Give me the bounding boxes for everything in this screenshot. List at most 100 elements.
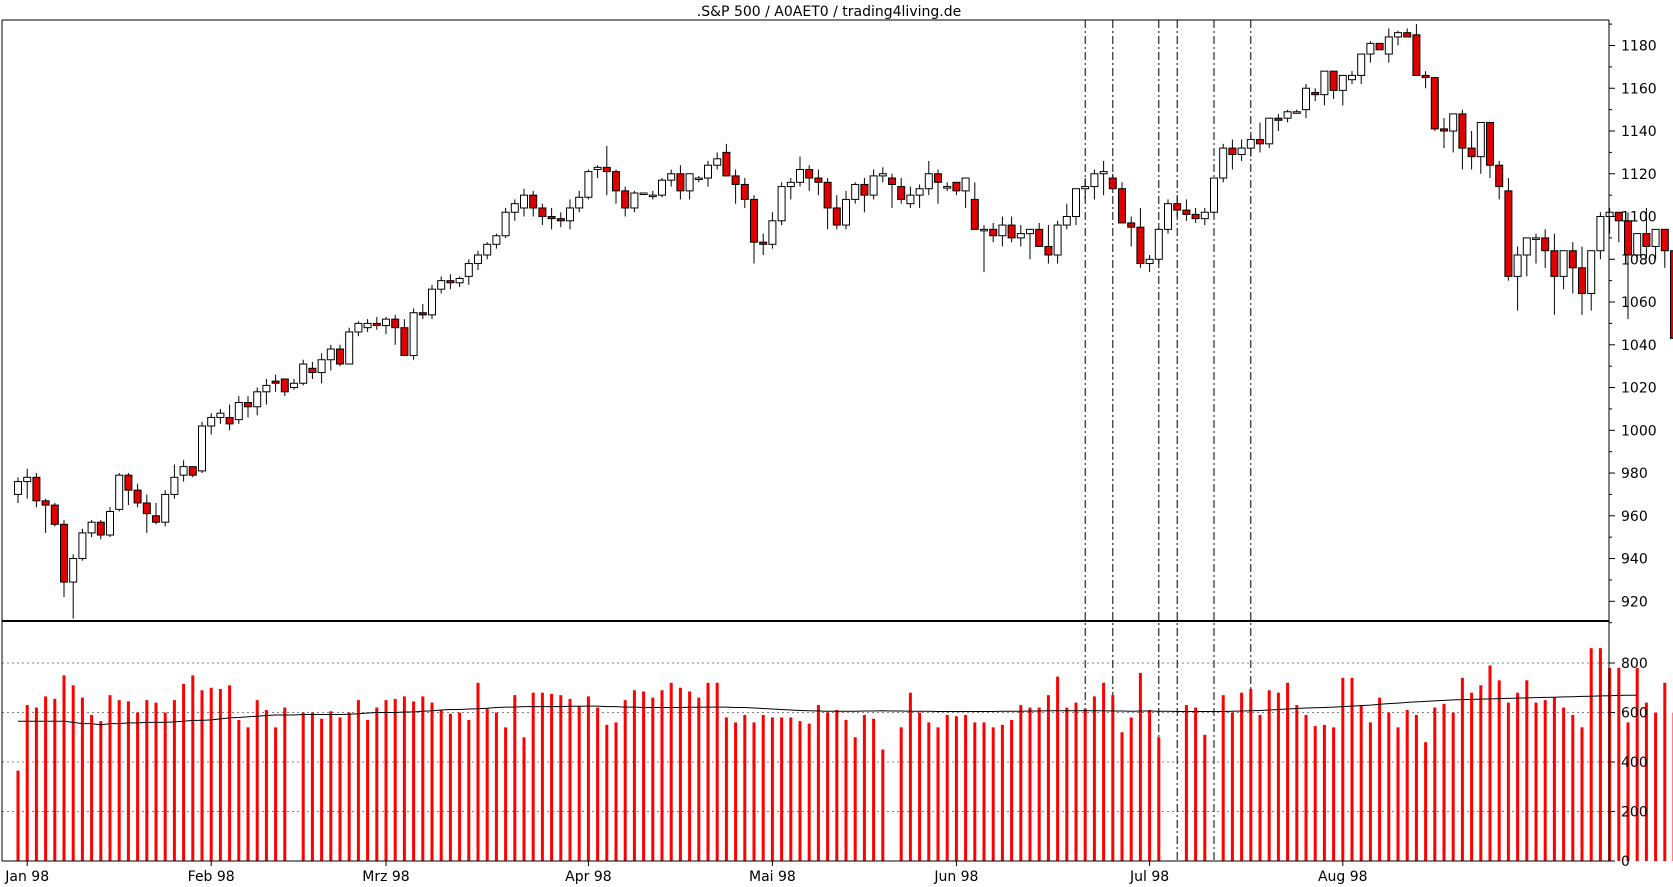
candle	[78, 528, 87, 561]
candle	[1412, 24, 1421, 76]
candle	[1449, 113, 1458, 153]
volume-axis-label: 200	[1621, 805, 1648, 821]
volume-bar	[494, 712, 498, 861]
volume-bar	[1341, 677, 1345, 861]
volume-average	[18, 694, 1638, 726]
volume-bar	[172, 700, 176, 861]
candle	[1642, 207, 1651, 260]
candle	[1219, 143, 1228, 183]
volume-bar	[356, 700, 360, 861]
volume-bar	[1010, 719, 1014, 861]
candle-body	[142, 502, 151, 515]
volume-bar	[393, 698, 397, 861]
candle-body	[1154, 228, 1163, 260]
candle	[658, 178, 666, 198]
candle-body	[1329, 70, 1338, 91]
volume-bar	[1102, 682, 1106, 861]
volume-bar	[80, 697, 84, 861]
grid-layer	[2, 662, 1609, 812]
volume-bar	[264, 710, 268, 861]
candle-body	[832, 207, 841, 226]
candle-body	[290, 382, 298, 389]
candle-body	[722, 151, 731, 177]
volume-bar	[540, 692, 544, 861]
candle-body	[271, 380, 280, 384]
candle-body	[152, 515, 160, 523]
candle	[777, 182, 786, 226]
candle-body	[1173, 203, 1182, 211]
volume-bar	[126, 701, 130, 861]
candle-body	[639, 192, 648, 196]
volume-bar	[1221, 695, 1225, 861]
candle-body	[474, 254, 482, 265]
candle	[1292, 109, 1301, 114]
candle-body	[501, 211, 510, 237]
candle	[69, 554, 78, 619]
price-axis-label: 1020	[1621, 381, 1657, 397]
candle	[437, 276, 446, 294]
volume-bar	[862, 714, 866, 861]
candle	[271, 374, 280, 392]
volume-bar	[366, 719, 370, 861]
candle	[1384, 28, 1393, 63]
volume-bar	[1083, 708, 1087, 861]
volume-bar	[1074, 702, 1078, 861]
candle	[1605, 207, 1614, 234]
volume-bar	[338, 717, 342, 861]
candle	[1053, 220, 1062, 264]
candle-body	[1302, 87, 1310, 111]
price-axis-label: 1160	[1621, 81, 1657, 97]
volume-bar	[283, 707, 287, 861]
volume-bar	[200, 690, 204, 861]
candle-body	[1164, 203, 1172, 230]
candle-body	[87, 521, 96, 534]
volume-bar	[1065, 707, 1069, 861]
candle-body	[14, 481, 22, 495]
volume-bar	[945, 714, 949, 861]
volume-bar	[678, 687, 682, 861]
candle-body	[1541, 237, 1550, 252]
volume-bar	[1663, 682, 1667, 861]
candle-body	[1513, 254, 1522, 277]
candle	[1035, 222, 1044, 247]
volume-bar	[853, 737, 857, 861]
volume-bar	[1571, 714, 1575, 861]
candle	[1670, 250, 1673, 339]
candle-body	[1265, 117, 1274, 145]
volume-bar	[513, 695, 517, 861]
candle	[547, 207, 556, 230]
candle-body	[860, 183, 869, 196]
candle-body	[32, 476, 41, 502]
candle	[612, 169, 620, 204]
candle	[1026, 228, 1034, 260]
candle-body	[1532, 237, 1540, 240]
volume-bar	[1240, 692, 1244, 861]
candle	[1044, 225, 1053, 264]
candle	[216, 408, 225, 424]
volume-bar	[310, 712, 314, 861]
candle	[1246, 135, 1255, 157]
candle	[1430, 77, 1439, 132]
candle	[924, 160, 933, 196]
volume-bar	[476, 682, 480, 861]
candle-body	[1348, 74, 1356, 81]
candle	[418, 304, 427, 320]
candle-body	[1394, 32, 1402, 38]
candle	[832, 195, 841, 230]
candle-body	[934, 173, 942, 183]
candle	[943, 182, 952, 191]
volume-bar	[182, 684, 186, 861]
volume-bar	[881, 749, 885, 861]
volume-bar	[927, 722, 931, 861]
candle	[253, 387, 262, 416]
volume-bar	[375, 707, 379, 861]
candle-body	[354, 322, 363, 333]
candle	[897, 178, 906, 204]
candle-body	[1099, 171, 1108, 175]
candle	[575, 190, 584, 213]
volume-bar	[734, 722, 738, 861]
volume-bar	[807, 723, 811, 861]
candle	[961, 177, 970, 208]
candle	[1329, 70, 1338, 99]
price-axis-label: 1080	[1621, 252, 1657, 268]
